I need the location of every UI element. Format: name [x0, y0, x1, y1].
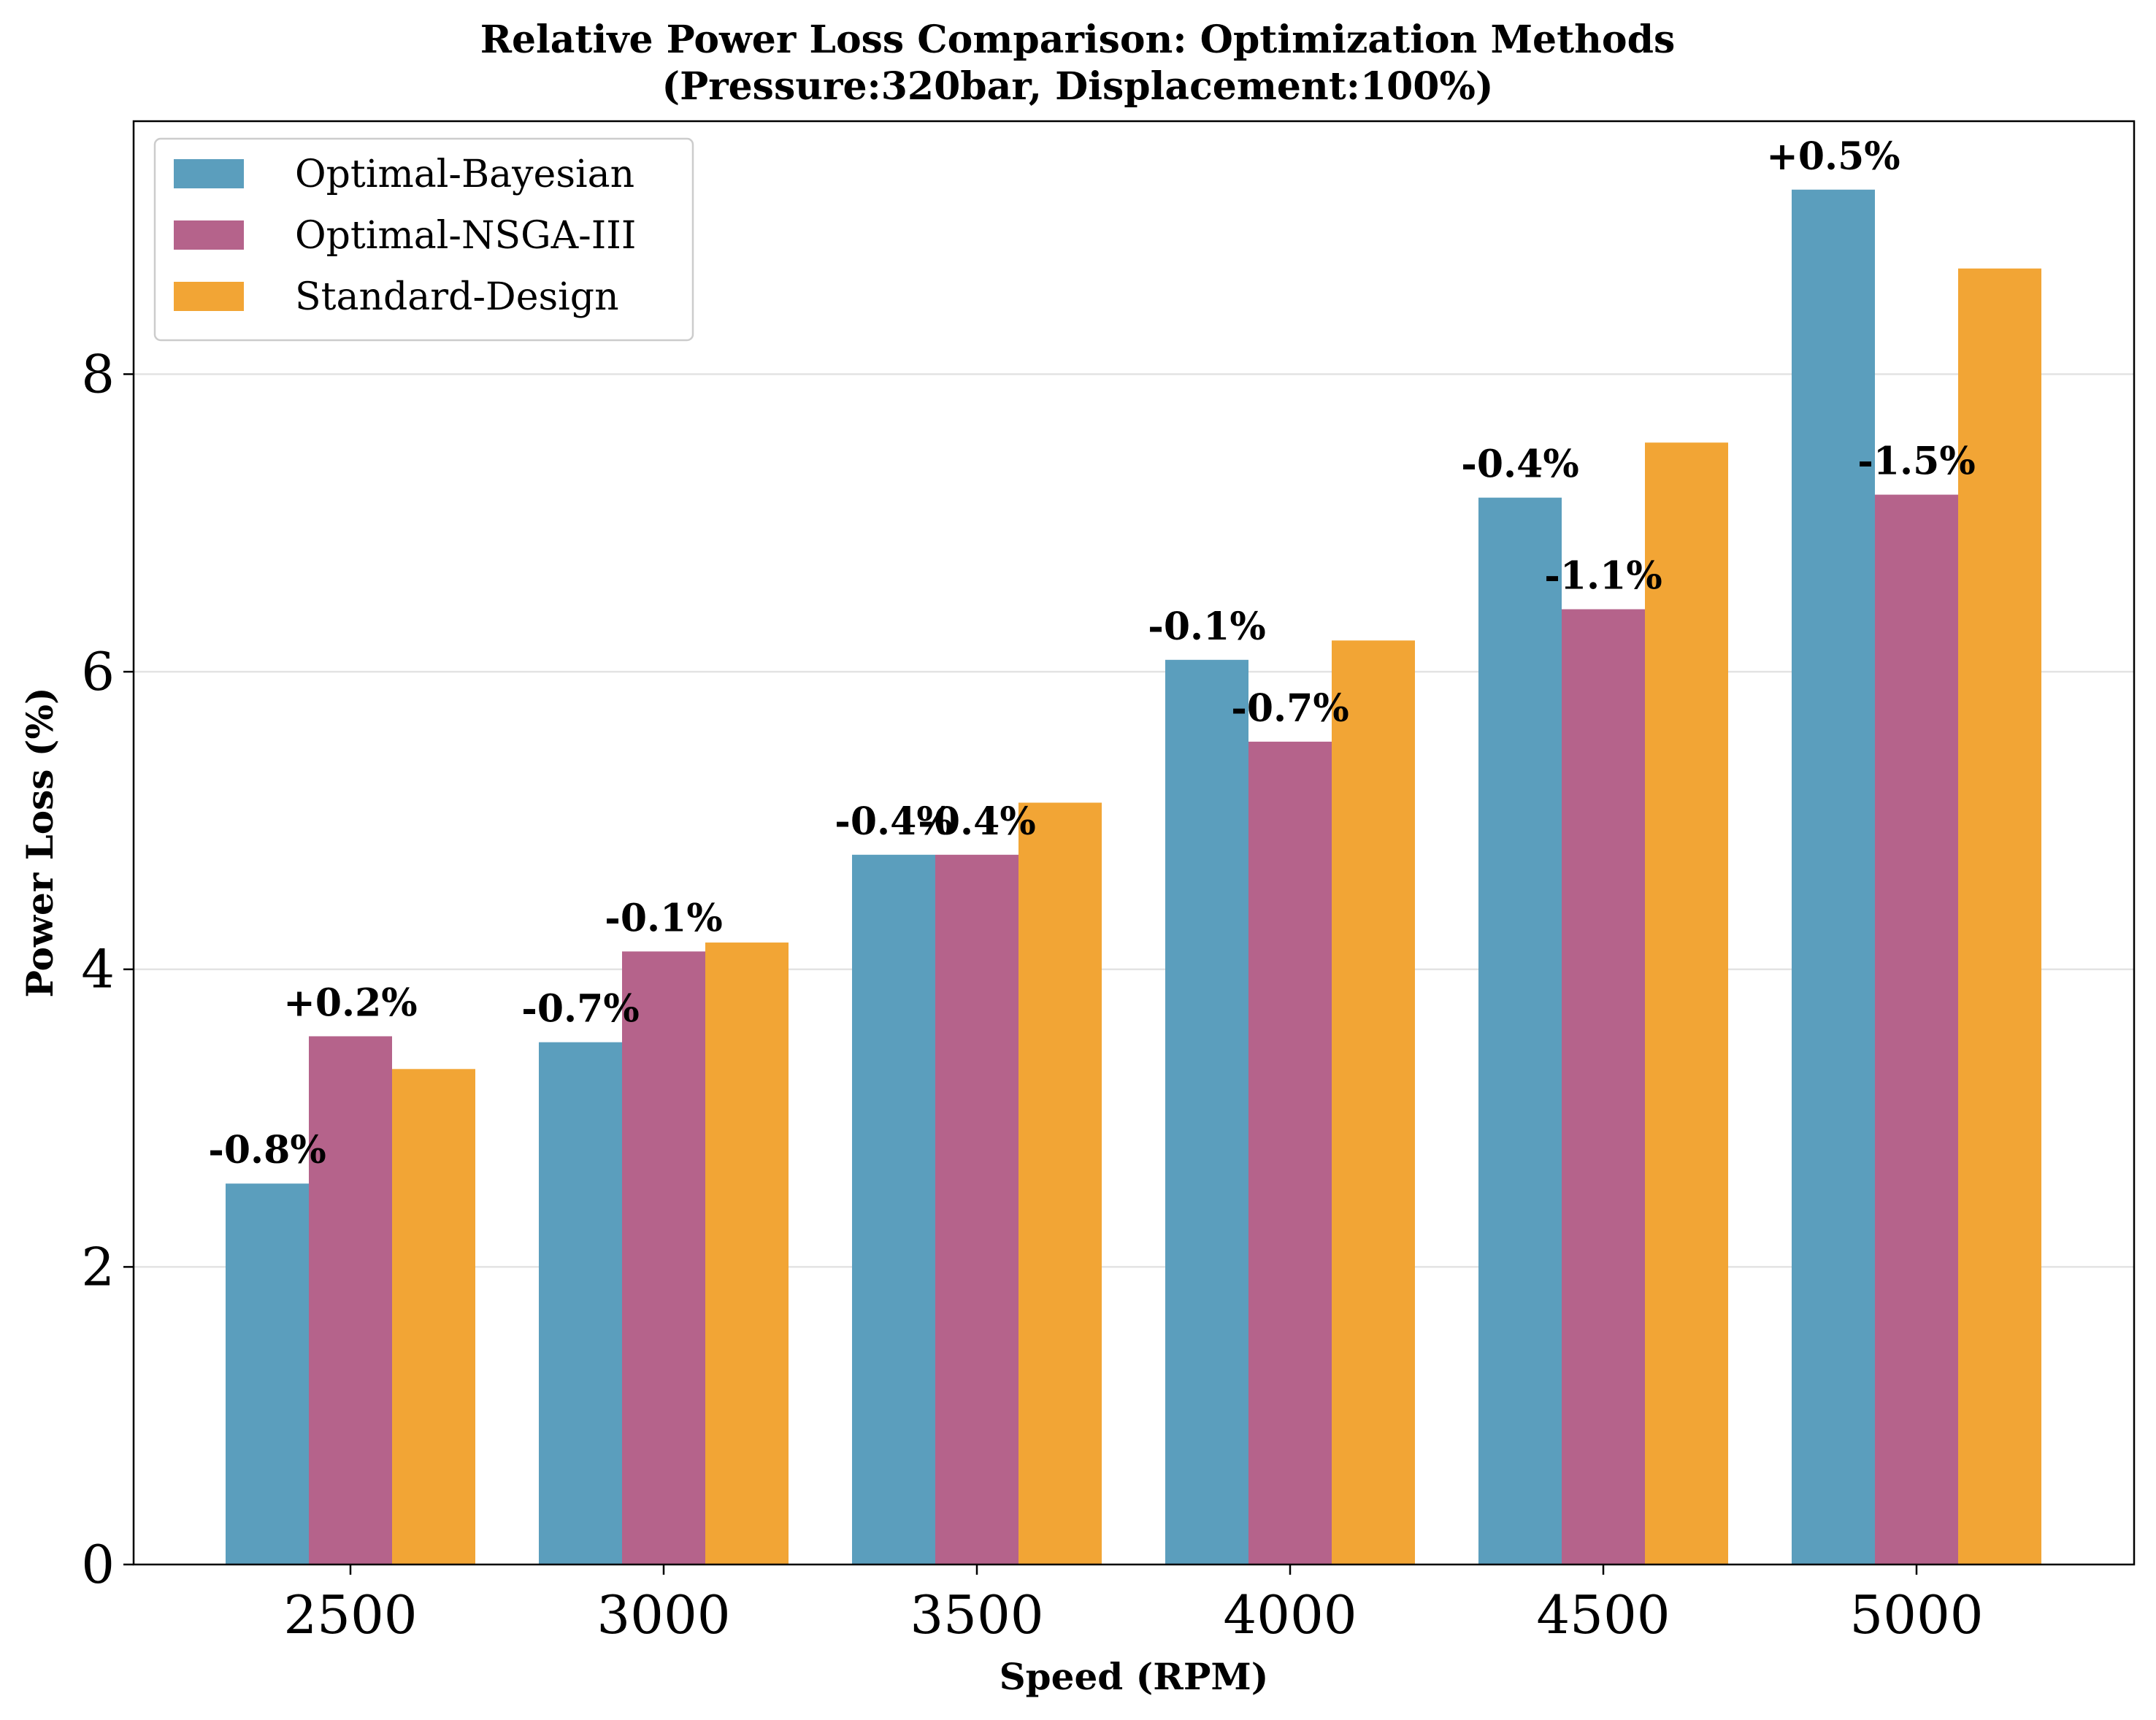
chart-subtitle: (Pressure:320bar, Displacement:100%): [662, 64, 1494, 109]
data-label-optimal-nsga-iii-4000: -0.7%: [1231, 686, 1349, 731]
bar-optimal-bayesian-3000: [539, 1042, 622, 1564]
bar-standard-design-4500: [1645, 442, 1728, 1564]
legend-label-optimal-nsga-iii: Optimal-NSGA-III: [295, 214, 636, 258]
data-label-optimal-bayesian-3000: -0.7%: [521, 987, 639, 1032]
legend-label-standard-design: Standard-Design: [295, 275, 619, 319]
bar-optimal-bayesian-4500: [1478, 497, 1562, 1564]
bar-standard-design-4000: [1332, 640, 1415, 1564]
plot-frame: [132, 120, 2136, 1566]
y-axis-label: Power Loss (%): [18, 687, 61, 997]
data-label-optimal-nsga-iii-3000: -0.1%: [605, 896, 722, 940]
bar-optimal-bayesian-2500: [226, 1183, 309, 1564]
x-tick-label-3500: 3500: [910, 1584, 1043, 1646]
x-tick-label-3000: 3000: [596, 1584, 730, 1646]
bar-optimal-nsga-iii-2500: [309, 1036, 392, 1564]
legend-swatch-optimal-nsga-iii: [174, 220, 244, 250]
data-label-optimal-bayesian-3500: -0.4%: [835, 799, 952, 844]
data-label-optimal-nsga-iii-2500: +0.2%: [283, 980, 417, 1025]
x-tick-label-4500: 4500: [1536, 1584, 1670, 1646]
data-labels: -0.8% -0.7% -0.4% -0.1% -0.4% +0.5% +0.2% -0.1%…: [208, 134, 1975, 1172]
legend-box: [153, 137, 694, 342]
y-tick-label-4: 4: [81, 939, 115, 1000]
y-tick-label-8: 8: [81, 343, 115, 404]
bar-optimal-nsga-iii-3500: [935, 854, 1018, 1564]
y-axis-ticks: 0 2 4 6 8: [81, 343, 134, 1595]
bar-optimal-bayesian-4000: [1165, 659, 1248, 1564]
bar-standard-design-5000: [1958, 268, 2041, 1565]
x-axis-label: Speed (RPM): [1000, 1655, 1269, 1698]
data-label-optimal-nsga-iii-4500: -1.1%: [1544, 554, 1662, 599]
legend: Optimal-Bayesian Optimal-NSGA-III Standard…: [153, 137, 694, 342]
legend-swatch-optimal-bayesian: [174, 159, 244, 188]
bar-standard-design-2500: [392, 1069, 475, 1564]
data-label-optimal-bayesian-4500: -0.4%: [1461, 442, 1578, 487]
bar-optimal-nsga-iii-4500: [1562, 609, 1645, 1564]
bar-optimal-nsga-iii-3000: [622, 951, 705, 1564]
data-label-optimal-bayesian-2500: -0.8%: [208, 1128, 326, 1172]
bar-optimal-bayesian-5000: [1792, 189, 1875, 1564]
y-tick-label-2: 2: [81, 1236, 115, 1297]
bars: [226, 189, 2041, 1565]
legend-label-optimal-bayesian: Optimal-Bayesian: [295, 153, 634, 196]
x-axis-ticks: 2500 3000 3500 4000 4500 5000: [283, 1564, 1984, 1646]
bar-optimal-bayesian-3500: [852, 854, 935, 1564]
bar-standard-design-3000: [705, 942, 789, 1564]
data-label-optimal-nsga-iii-5000: -1.5%: [1857, 439, 1975, 484]
legend-swatch-standard-design: [174, 282, 244, 311]
x-tick-label-5000: 5000: [1849, 1584, 1983, 1646]
bar-optimal-nsga-iii-4000: [1248, 741, 1332, 1564]
y-tick-label-6: 6: [81, 641, 115, 702]
y-tick-label-0: 0: [81, 1534, 115, 1595]
x-tick-label-4000: 4000: [1223, 1584, 1357, 1646]
x-tick-label-2500: 2500: [283, 1584, 417, 1646]
bar-standard-design-3500: [1018, 802, 1102, 1564]
chart-title: Relative Power Loss Comparison: Optimiza…: [480, 18, 1676, 62]
data-label-optimal-nsga-iii-3500: -0.4%: [918, 799, 1035, 844]
data-label-optimal-bayesian-5000: +0.5%: [1766, 134, 1900, 179]
bar-optimal-nsga-iii-5000: [1875, 494, 1958, 1564]
data-label-optimal-bayesian-4000: -0.1%: [1148, 604, 1265, 649]
